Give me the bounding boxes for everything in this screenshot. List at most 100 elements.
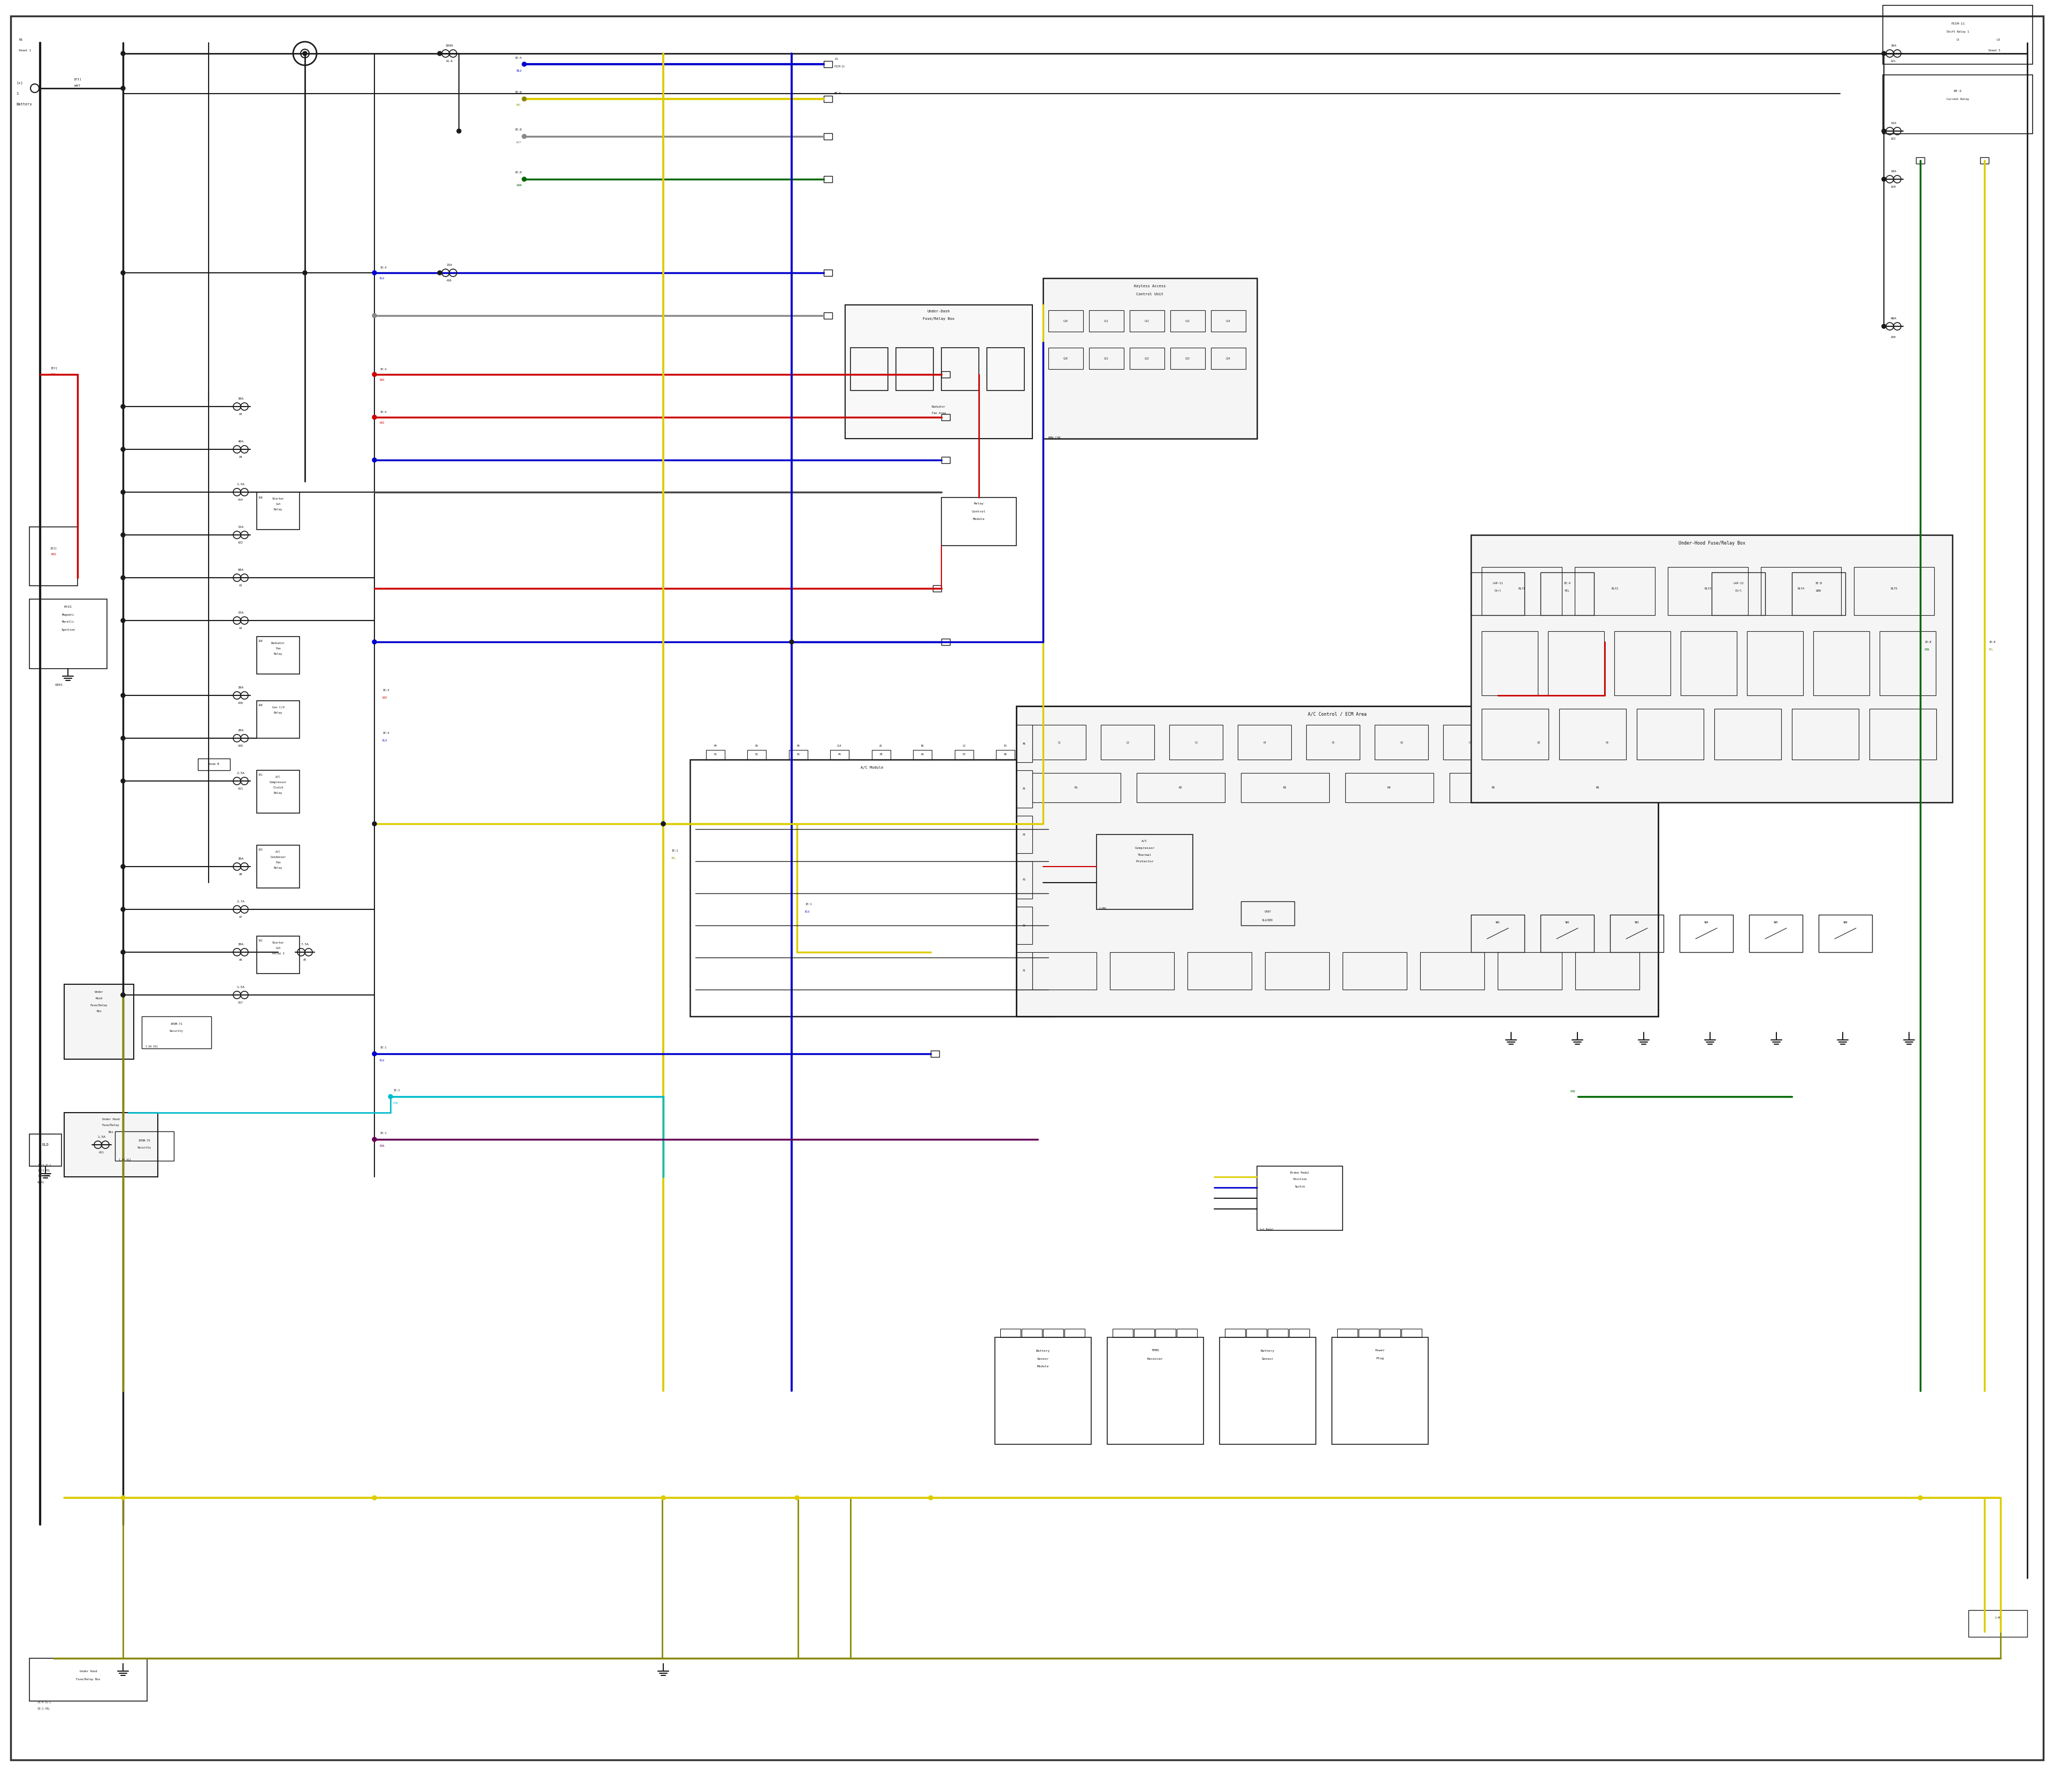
Circle shape [121,575,125,581]
Bar [1968,1611,2027,1636]
Bar [1033,772,1121,803]
Text: A1: A1 [238,584,242,586]
Bar [1017,706,1658,1016]
Text: RLY4: RLY4 [1797,588,1805,590]
Circle shape [121,1496,125,1500]
Text: IE:4: IE:4 [1563,582,1571,584]
Bar [1450,772,1538,803]
Circle shape [121,489,125,495]
Text: FICM-11: FICM-11 [834,66,844,68]
Bar [1760,566,1840,615]
Bar [1187,952,1251,989]
Circle shape [302,52,306,56]
Bar [1017,952,1033,989]
Text: Brake Pedal: Brake Pedal [1290,1172,1308,1174]
Text: A7: A7 [238,916,242,919]
Circle shape [1881,129,1886,133]
Circle shape [1881,324,1886,328]
Bar [1212,348,1247,369]
Circle shape [1881,177,1886,181]
Bar [1048,310,1082,332]
Text: 1A8: 1A8 [259,704,263,706]
Text: IE:1: IE:1 [380,1047,386,1048]
Bar [1000,1328,1021,1337]
Bar [197,758,230,771]
Circle shape [661,1496,665,1500]
Text: P3: P3 [797,753,799,756]
Text: Under: Under [94,991,103,993]
Bar [1247,1328,1267,1337]
Text: Sensor: Sensor [1037,1357,1050,1360]
Text: BLU: BLU [380,1059,384,1061]
Circle shape [522,97,526,100]
Bar [1444,724,1497,760]
Text: A22: A22 [1892,138,1896,140]
Text: Fuse/Relay: Fuse/Relay [103,1124,119,1127]
Text: GRN: GRN [1816,590,1822,593]
Text: Relay: Relay [273,792,283,794]
Circle shape [372,1052,376,1055]
Text: Under-Hood Fuse/Relay Box: Under-Hood Fuse/Relay Box [1678,541,1746,545]
Text: IE:1: IE:1 [392,1090,401,1091]
Bar [1177,1328,1197,1337]
Bar [955,751,974,760]
Text: Box: Box [109,1131,113,1133]
Bar [1481,566,1561,615]
Text: Keyless Access: Keyless Access [1134,285,1167,289]
Circle shape [456,129,460,133]
Text: Condenser: Condenser [271,857,286,858]
Circle shape [372,271,376,274]
Bar [1401,1328,1421,1337]
Text: IE:8: IE:8 [1816,582,1822,584]
Text: 1A8: 1A8 [259,496,263,498]
Bar [1224,1328,1245,1337]
Circle shape [795,1496,799,1500]
Text: A17: A17 [238,1002,242,1004]
Bar [1113,1328,1134,1337]
Text: IE:4: IE:4 [382,731,388,735]
Text: ELD: ELD [41,1143,49,1147]
Text: IE:1: IE:1 [805,903,811,905]
Text: Shift Relay 1: Shift Relay 1 [1947,30,1970,34]
Bar [1497,952,1561,989]
Bar [257,636,300,674]
Bar [1109,952,1175,989]
Text: IPDM-71: IPDM-71 [170,1023,183,1025]
Bar [824,176,832,183]
Text: C23: C23 [1185,357,1189,360]
Bar [1481,631,1538,695]
Text: Sheet 5: Sheet 5 [1988,50,2001,52]
Text: A39: A39 [238,745,242,747]
Text: A/C: A/C [275,851,281,853]
Text: Power: Power [1374,1349,1384,1351]
Text: 1.5A A11: 1.5A A11 [146,1045,158,1048]
Text: Position: Position [1292,1177,1306,1181]
Bar [1512,724,1565,760]
Circle shape [121,618,125,622]
Bar [142,1016,212,1048]
Text: IE:1 YEL: IE:1 YEL [37,1708,49,1710]
Text: RED: RED [382,697,388,699]
Text: SW2: SW2 [1565,921,1569,925]
Bar [871,751,891,760]
Text: A4: A4 [1023,833,1025,835]
Bar [941,414,949,421]
Text: Fan: Fan [275,862,281,864]
Text: P8: P8 [797,745,799,747]
Text: IE:4: IE:4 [380,367,386,371]
Text: 1A9: 1A9 [259,640,263,642]
Text: C20: C20 [1064,357,1068,360]
Bar [707,751,725,760]
Bar [850,348,887,391]
Circle shape [522,63,526,66]
Text: WHT: WHT [516,142,522,143]
Text: A21: A21 [1892,59,1896,63]
Text: Relay: Relay [273,509,283,511]
Text: Thermal: Thermal [1138,853,1152,857]
Text: A2: A2 [1023,925,1025,926]
Circle shape [372,823,376,826]
Text: A3: A3 [1023,878,1025,882]
Bar [1715,710,1781,760]
Text: A38: A38 [238,702,242,704]
Bar [1680,914,1734,952]
